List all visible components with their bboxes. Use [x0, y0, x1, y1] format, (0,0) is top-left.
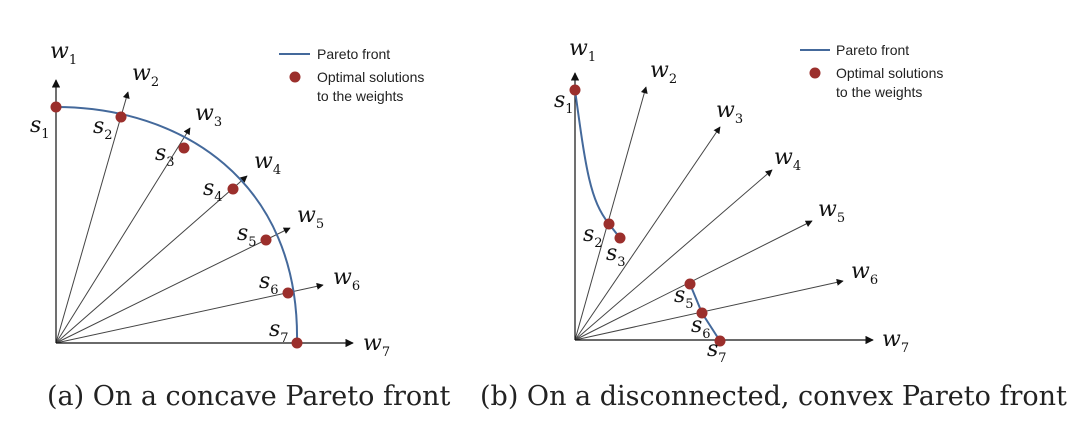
weight-ray-w4 [55, 175, 248, 344]
weight-label-w4: w4 [774, 145, 801, 174]
solution-dot-s4 [227, 183, 239, 195]
solution-dot-s7 [291, 337, 303, 349]
weight-label-w6: w6 [851, 259, 878, 288]
solution-dot-s3 [614, 232, 626, 244]
solution-label-s3: s3 [155, 141, 175, 170]
solution-label-s1: s1 [30, 113, 50, 142]
legend-dot-swatch [289, 71, 301, 83]
legend-dot-label-line2: to the weights [836, 84, 922, 100]
solution-label-s7: s7 [707, 337, 727, 366]
legend-dot-swatch [809, 67, 821, 79]
solution-dot-s3 [178, 142, 190, 154]
weight-label-w2: w2 [650, 58, 677, 87]
axis-label-w7: w7 [363, 331, 390, 360]
weight-ray-w2 [574, 86, 648, 341]
caption-a: (a) On a concave Pareto front [47, 381, 451, 412]
solution-label-s4: s4 [203, 176, 223, 205]
weight-ray-w6 [55, 282, 324, 344]
pareto-front-b-upper [574, 89, 621, 239]
pareto-front-a [55, 106, 299, 344]
solution-dot-s6 [696, 307, 708, 319]
legend-a: Pareto front Optimal solutions to the we… [279, 46, 424, 104]
weight-ray-w3 [574, 126, 721, 341]
solution-dot-s1 [569, 84, 581, 96]
axis-label-w1: w1 [50, 39, 77, 68]
weight-label-w4: w4 [254, 149, 281, 178]
weight-label-w2: w2 [132, 61, 159, 90]
weight-ray-w6 [574, 278, 844, 341]
solution-dot-s1 [50, 101, 62, 113]
panel-b: w1 w7 w2 w3 w4 w5 w6 s1 s2 s3 s5 s6 s7 P… [480, 36, 1067, 412]
weight-ray-w2 [55, 91, 130, 344]
legend-dot-label-line1: Optimal solutions [836, 65, 943, 81]
solution-label-s6: s6 [691, 313, 711, 342]
solution-dot-s5 [684, 278, 696, 290]
weight-label-w3: w3 [195, 101, 222, 130]
solution-label-s2: s2 [93, 114, 113, 143]
solution-dot-s2 [115, 111, 127, 123]
weight-label-w5: w5 [297, 203, 324, 232]
weight-rays-b [574, 86, 844, 341]
solution-dots-b [569, 84, 726, 347]
legend-b: Pareto front Optimal solutions to the we… [800, 42, 943, 100]
weight-label-w3: w3 [716, 98, 743, 127]
legend-dot-label-line2: to the weights [317, 88, 403, 104]
weight-rays-a [55, 91, 324, 344]
solution-dot-s7 [714, 335, 726, 347]
caption-b: (b) On a disconnected, convex Pareto fro… [480, 381, 1067, 412]
legend-line-label: Pareto front [836, 42, 909, 58]
solution-label-s6: s6 [259, 269, 279, 298]
weight-ray-w5 [55, 227, 291, 344]
legend-line-label: Pareto front [317, 46, 390, 62]
weight-ray-w3 [55, 127, 191, 344]
axis-label-w7: w7 [882, 327, 909, 356]
solution-dot-s5 [260, 234, 272, 246]
solution-label-s5: s5 [237, 221, 257, 250]
solution-label-s2: s2 [583, 222, 603, 251]
axis-label-w1: w1 [569, 36, 596, 65]
solution-label-s3: s3 [606, 241, 626, 270]
weight-label-w5: w5 [818, 197, 845, 226]
solution-dot-s6 [282, 287, 294, 299]
legend-dot-label-line1: Optimal solutions [317, 69, 424, 85]
weight-label-w6: w6 [333, 265, 360, 294]
solution-label-s7: s7 [269, 317, 289, 346]
solution-label-s1: s1 [554, 88, 574, 117]
solution-label-s5: s5 [674, 283, 694, 312]
solution-dots-a [50, 101, 303, 349]
weight-ray-w4 [574, 169, 773, 341]
panel-a: w1 w7 w2 w3 w4 w5 w6 s1 s2 s3 s4 s5 s6 s… [30, 39, 451, 412]
solution-dot-s2 [603, 218, 615, 230]
